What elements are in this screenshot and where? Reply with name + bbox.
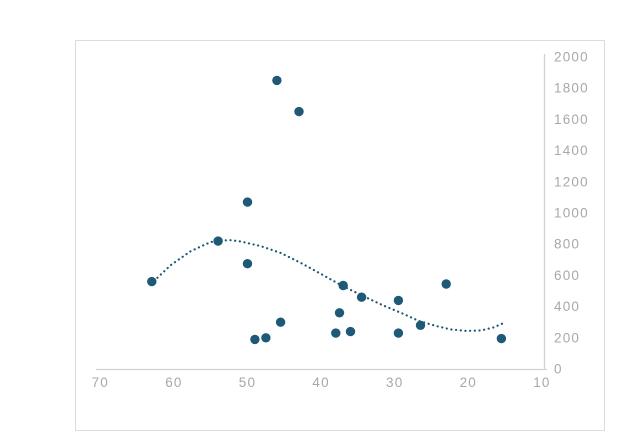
y-tick-label: 600 (554, 268, 580, 283)
y-tick-label: 800 (554, 237, 580, 252)
data-point (242, 197, 253, 207)
y-tick-label: 2000 (554, 50, 589, 65)
x-tick-label: 40 (312, 375, 329, 390)
data-point (294, 106, 304, 117)
y-tick-label: 1800 (554, 81, 589, 96)
x-tick-label: 30 (386, 375, 403, 390)
y-tick-label: 0 (554, 362, 563, 377)
scatter-chart: 70 60 50 40 30 20 1020001800160014001200100080… (92, 50, 589, 391)
data-point (272, 75, 282, 86)
y-tick-label: 1600 (554, 112, 589, 127)
data-point (496, 333, 507, 344)
data-point (242, 259, 253, 269)
data-point (393, 328, 404, 338)
x-tick-label: 60 (165, 375, 182, 390)
data-point (147, 276, 157, 287)
data-point (441, 279, 451, 289)
y-tick-label: 400 (554, 299, 580, 314)
data-point (415, 320, 426, 330)
data-point (250, 334, 260, 345)
data-point (345, 326, 356, 337)
data-point (261, 333, 271, 343)
x-tick-label: 70 (92, 375, 109, 390)
data-point (213, 236, 223, 246)
data-point (393, 295, 404, 306)
data-point (331, 328, 341, 338)
y-tick-label: 1000 (554, 206, 589, 221)
y-tick-label: 1400 (554, 143, 589, 158)
y-tick-label: 200 (554, 330, 580, 345)
x-tick-label: 20 (460, 375, 477, 390)
x-tick-label: 50 (239, 375, 256, 390)
data-point (356, 292, 367, 302)
x-tick-label: 10 (533, 375, 550, 390)
chart-frame: 70 60 50 40 30 20 10 2000 1800 1600 1400 1200 1000 80… (75, 40, 605, 431)
data-point (275, 317, 286, 327)
data-point (338, 280, 348, 291)
y-tick-label: 1200 (554, 174, 589, 189)
data-point (334, 308, 345, 318)
